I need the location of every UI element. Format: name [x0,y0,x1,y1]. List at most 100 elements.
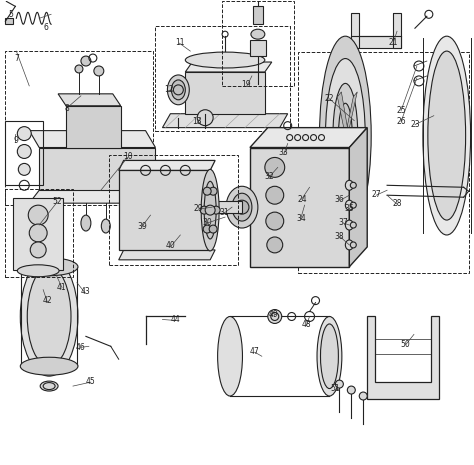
Ellipse shape [226,186,258,228]
Bar [298,127,346,146]
Polygon shape [118,250,215,260]
Circle shape [18,163,30,175]
Text: 41: 41 [57,283,66,292]
Polygon shape [58,94,121,106]
Text: 12: 12 [164,85,173,94]
Text: 38: 38 [335,232,345,241]
Polygon shape [66,106,121,147]
Text: 30: 30 [202,218,212,227]
Text: 34: 34 [296,214,306,223]
Text: 7: 7 [14,54,19,63]
Circle shape [75,65,83,73]
Ellipse shape [38,242,60,252]
Text: 25: 25 [396,106,406,115]
Bar [253,7,263,24]
Text: 50: 50 [401,340,410,349]
Polygon shape [118,160,215,170]
Polygon shape [185,62,272,72]
Ellipse shape [251,29,265,39]
Circle shape [265,158,285,177]
Bar [210,201,242,213]
Circle shape [350,242,356,248]
Text: 51: 51 [330,384,340,393]
Ellipse shape [167,75,189,105]
Polygon shape [329,131,348,136]
Ellipse shape [27,267,71,366]
Ellipse shape [346,200,353,210]
Circle shape [200,206,208,214]
Bar [250,40,266,56]
Circle shape [350,222,356,228]
Text: 5: 5 [9,10,13,19]
Circle shape [267,237,283,253]
Bar [118,170,210,250]
Ellipse shape [20,258,78,276]
Circle shape [266,212,284,230]
Bar [222,1,294,86]
Text: 36: 36 [335,195,345,204]
Ellipse shape [320,324,338,389]
Text: 23: 23 [410,120,420,129]
Polygon shape [337,92,348,136]
Circle shape [209,187,217,195]
Circle shape [205,205,215,215]
Circle shape [30,242,46,258]
Bar [393,13,401,48]
Polygon shape [337,133,348,174]
Bar [13,198,63,270]
Text: 22: 22 [324,94,334,103]
Polygon shape [5,18,13,24]
Bar [5,189,73,277]
Text: 42: 42 [43,296,53,306]
Text: 8: 8 [64,104,69,113]
Ellipse shape [204,181,216,239]
Bar [155,26,290,131]
Text: 37: 37 [338,218,348,227]
Text: 49: 49 [269,310,279,319]
Bar [351,13,359,48]
Circle shape [268,310,282,324]
Text: 26: 26 [396,117,406,126]
Polygon shape [250,127,367,147]
Text: 45: 45 [86,377,96,386]
Text: 31: 31 [219,208,228,217]
Polygon shape [346,133,357,174]
Circle shape [338,130,352,144]
Circle shape [18,145,31,159]
Circle shape [266,186,284,204]
Text: 27: 27 [372,190,381,199]
Text: 21: 21 [389,38,398,46]
Text: 10: 10 [123,152,133,161]
Circle shape [235,200,249,214]
Text: 48: 48 [302,319,311,328]
Polygon shape [367,317,439,399]
Text: 35: 35 [344,204,354,213]
Ellipse shape [338,103,352,168]
Bar [109,155,238,265]
Polygon shape [346,131,365,136]
Text: 13: 13 [192,117,202,126]
Ellipse shape [20,257,78,376]
Circle shape [209,225,217,233]
Ellipse shape [346,240,353,250]
Text: 33: 33 [278,148,288,158]
Ellipse shape [201,169,219,251]
Text: 52: 52 [52,197,62,206]
Circle shape [30,231,48,249]
Text: 44: 44 [171,315,181,324]
Polygon shape [163,114,288,127]
Bar [351,36,401,48]
Circle shape [347,386,356,394]
Ellipse shape [428,51,465,220]
Ellipse shape [346,180,353,190]
Polygon shape [349,127,367,267]
Ellipse shape [101,219,110,233]
Bar [185,72,265,114]
Text: 46: 46 [76,343,85,352]
Text: 6: 6 [44,23,49,32]
Ellipse shape [81,215,91,231]
Circle shape [350,202,356,208]
Circle shape [29,224,47,242]
Polygon shape [346,92,357,136]
Text: 43: 43 [81,287,90,296]
